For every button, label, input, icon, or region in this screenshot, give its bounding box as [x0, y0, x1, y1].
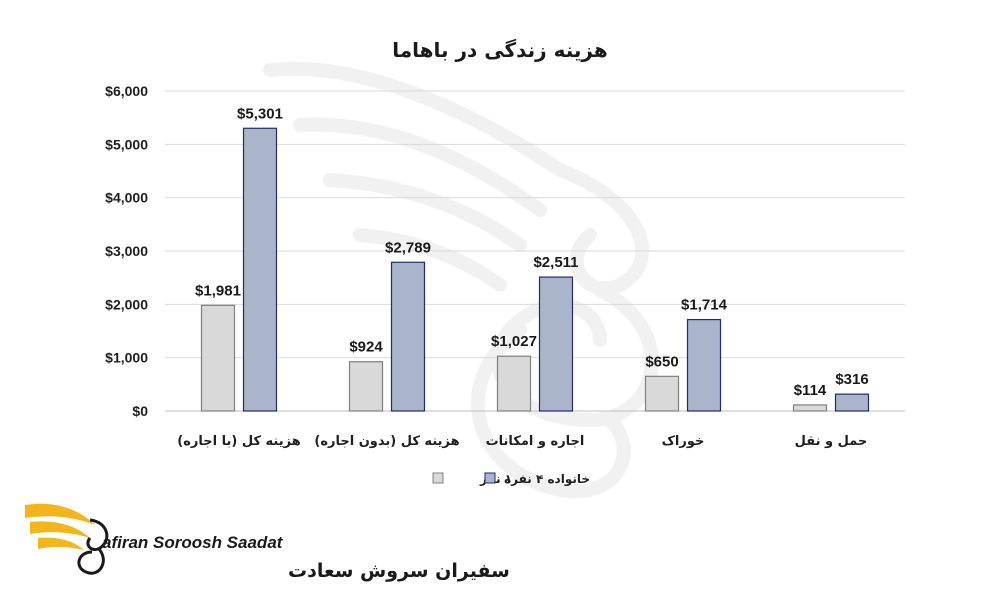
legend-label-series-2: خانواده ۴ نفره [504, 472, 590, 487]
legend-item-series-1: ۱ نفر [432, 472, 512, 486]
y-tick-label: $2,000 [105, 296, 148, 312]
data-label: $316 [835, 371, 868, 388]
bar-series-1 [200, 304, 236, 412]
bar-series-1 [792, 404, 828, 412]
data-label: $924 [349, 339, 383, 356]
data-label: $2,511 [533, 254, 578, 271]
data-label: $650 [645, 353, 678, 370]
data-label: $5,301 [237, 105, 283, 122]
bar-series-2 [242, 127, 278, 412]
x-tick-label: هزینه کل (با اجاره) [177, 434, 300, 449]
legend-swatch-series-2 [484, 472, 496, 484]
y-tick-label: $1,000 [105, 350, 148, 366]
bar-series-2 [390, 261, 426, 412]
data-label: $2,789 [385, 239, 431, 256]
brand-name-en: afiran Soroosh Saadat [102, 533, 284, 552]
x-tick-label: اجاره و امکانات [486, 434, 585, 449]
y-axis: $0 $1,000 $2,000 $3,000 $4,000 $5,000 $6,000 [105, 83, 148, 419]
y-tick-label: $0 [132, 403, 148, 419]
bar-series-2 [834, 393, 870, 412]
y-tick-label: $5,000 [105, 136, 148, 152]
data-label: $1,714 [681, 297, 728, 314]
bar-series-2 [686, 318, 722, 412]
bar-series-1 [496, 355, 532, 412]
data-label: $114 [794, 382, 827, 399]
chart-title: هزینه زندگی در باهاما [392, 38, 608, 62]
x-axis: هزینه کل (با اجاره) هزینه کل (بدون اجاره)… [177, 434, 867, 449]
wing-swan-watermark-icon [263, 61, 659, 499]
bar-series-1 [644, 375, 680, 412]
y-tick-label: $6,000 [105, 83, 148, 99]
x-tick-label: خوراک [662, 434, 705, 449]
brand-logo: afiran Soroosh Saadat سفیران سروش سعادت [25, 503, 510, 582]
wing-logo-icon [25, 503, 109, 575]
legend-swatch-series-1 [432, 472, 444, 484]
y-tick-label: $3,000 [105, 243, 148, 259]
data-label: $1,981 [195, 282, 241, 299]
bar-series-2 [538, 276, 574, 412]
x-tick-label: هزینه کل (بدون اجاره) [314, 434, 459, 449]
bars: $1,981 $5,301 $924 $2,789 $1,027 $2,511 $650 $1… [195, 105, 870, 412]
gridlines [165, 90, 905, 412]
bar-series-1 [348, 361, 384, 412]
y-tick-label: $4,000 [105, 190, 148, 206]
data-label: $1,027 [491, 333, 537, 350]
brand-name-fa: سفیران سروش سعادت [288, 560, 510, 582]
x-tick-label: حمل و نقل [795, 434, 868, 449]
legend: ۱ نفر خانواده ۴ نفره [432, 472, 590, 487]
legend-item-series-2: خانواده ۴ نفره [484, 472, 590, 487]
